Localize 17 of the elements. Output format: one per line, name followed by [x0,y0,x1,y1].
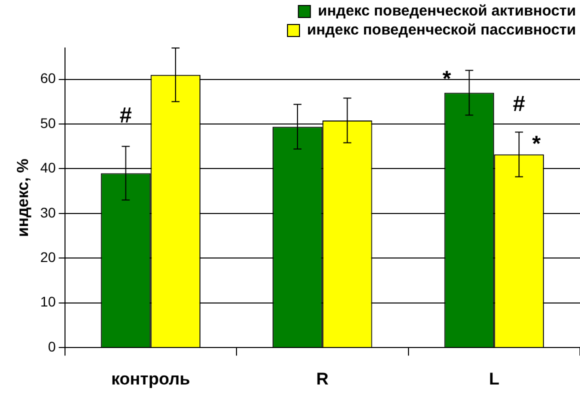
legend-label: индекс поведенческой активности [318,2,576,20]
y-tick-label: 60 [40,70,56,86]
annotation: # [512,91,526,116]
y-tick-label: 40 [40,160,56,176]
legend-label: индекс поведенческой пассивности [307,22,576,39]
x-tick-label: L [488,369,500,388]
y-tick-label: 0 [48,338,56,354]
y-tick-label: 10 [40,294,56,310]
y-tick-label: 50 [40,114,56,131]
x-tick-label: контроль [111,369,190,388]
annotation: # [120,102,132,128]
y-tick-label: 30 [40,204,56,220]
annotation: * [442,66,452,91]
x-tick-label: R [316,369,329,388]
y-tick-label: 20 [40,249,56,266]
y-axis-title: индекс, % [15,158,32,237]
annotation: * [532,131,542,156]
